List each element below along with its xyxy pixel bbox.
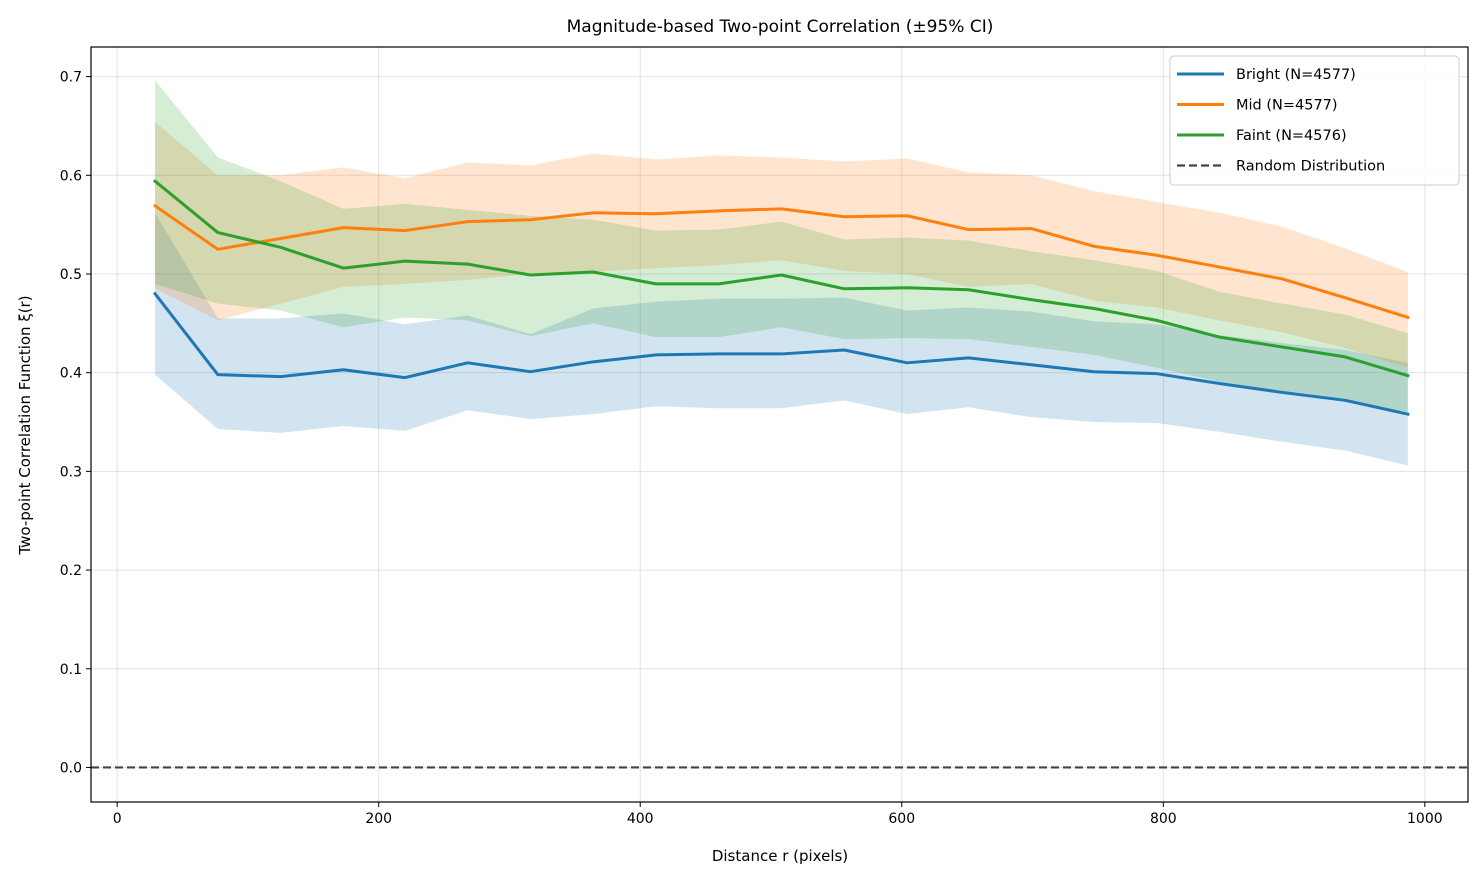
- series-line-1: [152, 291, 1410, 416]
- ci-band-series-3: [155, 80, 1408, 413]
- legend-label-2: Mid (N=4577): [1236, 98, 1338, 114]
- x-tick-label: 1000: [1407, 811, 1443, 827]
- legend-label-1: Bright (N=4577): [1236, 67, 1356, 83]
- y-tick-label: 0.7: [60, 70, 82, 86]
- x-tick-label: 400: [627, 811, 654, 827]
- y-tick-label: 0.0: [60, 760, 82, 776]
- legend: Bright (N=4577) Mid (N=4577) Faint (N=4576…: [1169, 55, 1460, 186]
- legend-box: [1169, 55, 1460, 186]
- grid: [91, 47, 1468, 802]
- y-tick-label: 0.6: [60, 168, 82, 184]
- y-tick-label: 0.4: [60, 366, 82, 382]
- series-lines: [152, 179, 1410, 416]
- x-tick-label: 800: [1150, 811, 1177, 827]
- series-line-3: [152, 179, 1410, 378]
- series-line-2: [152, 203, 1410, 320]
- axis-ticks: 0 200 400 600 800 1000 0.0 0.1 0.2 0.3 0.4 0.5 0.6 0.…: [60, 70, 1443, 827]
- x-tick-label: 600: [888, 811, 915, 827]
- y-axis-title: Two-point Correlation Function ξ(r): [16, 295, 34, 555]
- y-tick-label: 0.3: [60, 464, 82, 480]
- x-tick-label: 200: [365, 811, 392, 827]
- legend-label-4: Random Distribution: [1236, 159, 1385, 175]
- axes-frame: [90, 46, 1469, 803]
- ci-band-series-1: [155, 212, 1408, 466]
- y-tick-label: 0.2: [60, 563, 82, 579]
- y-tick-label: 0.5: [60, 267, 82, 283]
- x-axis-title: Distance r (pixels): [712, 847, 848, 865]
- ci-band-series-2: [155, 122, 1408, 368]
- y-tick-label: 0.1: [60, 662, 82, 678]
- legend-label-3: Faint (N=4576): [1236, 128, 1347, 144]
- x-tick-label: 0: [113, 811, 122, 827]
- confidence-bands: [155, 80, 1408, 466]
- chart-title: Magnitude-based Two-point Correlation (±…: [567, 17, 994, 37]
